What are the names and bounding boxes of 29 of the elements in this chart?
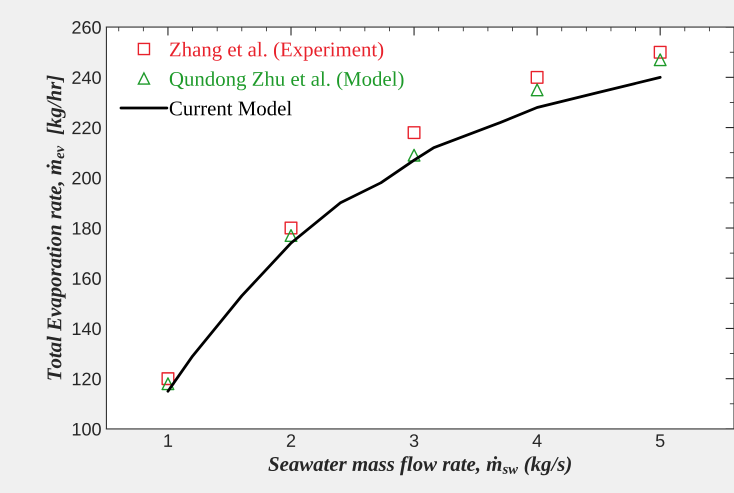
x-tick-label: 1 bbox=[164, 434, 172, 447]
y-tick-label: 260 bbox=[72, 21, 101, 34]
point bbox=[161, 372, 174, 386]
x-tick-label: 4 bbox=[532, 434, 542, 447]
point bbox=[161, 377, 174, 390]
x-tick-label: 5 bbox=[656, 434, 664, 448]
point bbox=[654, 46, 667, 59]
point bbox=[530, 83, 544, 96]
point bbox=[408, 148, 421, 162]
y-tick-label: 100 bbox=[72, 422, 101, 436]
x-tick-label: 2 bbox=[286, 434, 296, 447]
y-tick-label: 160 bbox=[72, 272, 101, 285]
y-tick-label: 240 bbox=[72, 71, 101, 84]
point bbox=[408, 126, 421, 140]
y-tick-label: 140 bbox=[72, 322, 101, 336]
point bbox=[530, 70, 544, 84]
y-axis-title: Total Evaporation rate, ṁ$_{ev}$ [kg/hr] bbox=[46, 75, 66, 380]
x-tick-label: 3 bbox=[410, 434, 418, 448]
y-tick-label: 220 bbox=[72, 122, 101, 134]
y-tick-label: 120 bbox=[72, 372, 101, 386]
point bbox=[654, 53, 667, 66]
legend-label: Current Model bbox=[170, 100, 292, 116]
point bbox=[284, 229, 298, 242]
y-tick-label: 180 bbox=[72, 222, 101, 235]
y-tick-label: 200 bbox=[72, 172, 101, 185]
x-axis-title: Seawater mass flow rate, ṁ$_{sw}$ (kg/s) bbox=[268, 456, 571, 476]
point bbox=[284, 222, 298, 235]
legend-label: Qundong Zhu et al. (Model) bbox=[170, 71, 404, 90]
legend-label: Zhang et al. (Experiment) bbox=[170, 42, 384, 61]
